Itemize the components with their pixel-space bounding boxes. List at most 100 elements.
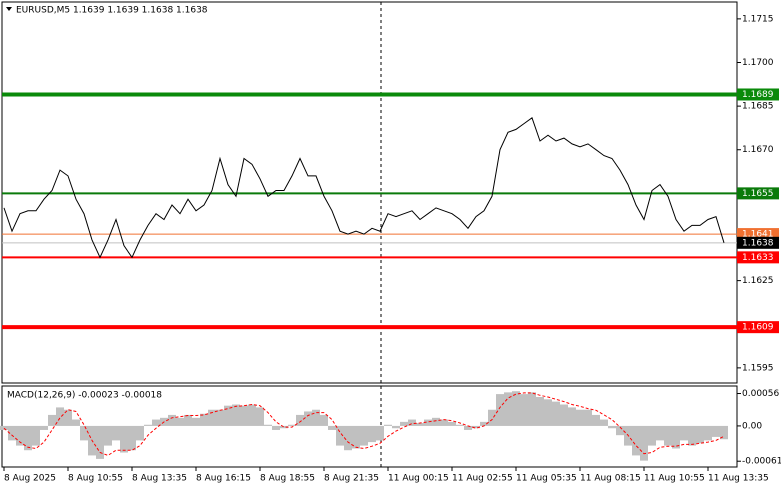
macd-bar	[592, 414, 600, 426]
macd-bar	[168, 414, 176, 426]
macd-bar	[584, 409, 592, 426]
level-label-bg	[737, 187, 779, 200]
chart-title: EURUSD,M5 1.1639 1.1639 1.1638 1.1638	[16, 6, 208, 16]
macd-bar	[400, 421, 408, 426]
x-tick-label: 8 Aug 10:55	[68, 474, 123, 484]
x-tick-label: 11 Aug 02:55	[452, 474, 513, 484]
signal-line	[3, 392, 725, 456]
macd-bar	[480, 421, 488, 426]
macd-bar	[640, 425, 648, 461]
y-tick-label: 1.1685	[742, 102, 774, 112]
macd-bar	[368, 425, 376, 443]
macd-bar	[448, 421, 456, 426]
macd-bar	[424, 419, 432, 426]
y-tick-label: -0.00061	[742, 457, 781, 467]
macd-bar	[432, 417, 440, 426]
macd-bar	[176, 417, 184, 426]
macd-bar	[704, 425, 712, 441]
x-tick-label: 11 Aug 00:15	[388, 474, 449, 484]
last-price-label: 1.1638	[742, 238, 774, 248]
macd-bar	[64, 409, 72, 426]
macd-bar	[72, 419, 80, 426]
macd-bar	[0, 425, 8, 430]
macd-bar	[552, 401, 560, 426]
macd-bar	[608, 425, 616, 429]
macd-bar	[600, 419, 608, 426]
macd-bar	[576, 409, 584, 426]
macd-bar	[328, 425, 336, 430]
macd-bar	[8, 425, 16, 441]
level-label-bg	[737, 88, 779, 101]
level-label-bg	[737, 251, 779, 264]
y-tick-label: 1.1625	[742, 276, 774, 286]
level-label: 1.1655	[742, 189, 774, 199]
x-tick-label: 11 Aug 10:55	[644, 474, 705, 484]
macd-bar	[648, 425, 656, 446]
macd-bar	[344, 425, 352, 451]
macd-bar	[112, 425, 120, 441]
macd-bar	[416, 423, 424, 426]
x-tick-label: 11 Aug 05:35	[516, 474, 577, 484]
x-tick-label: 8 Aug 16:15	[196, 474, 251, 484]
macd-bar	[496, 394, 504, 426]
x-tick-label: 11 Aug 08:15	[580, 474, 641, 484]
macd-bar	[720, 425, 728, 440]
macd-bar	[672, 425, 680, 449]
price-line	[3, 116, 725, 259]
macd-bar	[56, 407, 64, 426]
level-label: 1.1641	[742, 230, 774, 240]
macd-bar	[376, 425, 384, 441]
macd-bar	[520, 394, 528, 426]
macd-bar	[528, 392, 536, 426]
macd-bar	[208, 409, 216, 426]
x-tick-label: 8 Aug 21:35	[324, 474, 379, 484]
macd-bar	[296, 414, 304, 426]
macd-bar	[680, 425, 688, 441]
macd-bar	[104, 425, 112, 446]
macd-bar	[264, 424, 272, 426]
macd-bar	[488, 409, 496, 426]
macd-bar	[536, 396, 544, 426]
macd-bar	[288, 424, 296, 426]
macd-bar	[216, 409, 224, 426]
macd-bar	[240, 405, 248, 426]
macd-bar	[712, 425, 720, 437]
macd-bar	[200, 413, 208, 426]
macd-bar	[560, 404, 568, 426]
y-tick-label: 1.1595	[742, 363, 774, 373]
macd-bar	[384, 424, 392, 426]
level-label-bg	[737, 321, 779, 334]
macd-bar	[304, 411, 312, 426]
level-label: 1.1609	[742, 323, 774, 333]
y-tick-label: 0.00056	[742, 389, 779, 399]
macd-bar	[360, 425, 368, 446]
macd-bar	[24, 425, 32, 451]
macd-bar	[504, 392, 512, 426]
macd-bar	[280, 425, 288, 429]
macd-bar	[256, 407, 264, 426]
macd-bar	[392, 425, 400, 429]
macd-bar	[224, 405, 232, 426]
macd-bar	[440, 419, 448, 426]
y-tick-label: 0.00	[742, 421, 762, 431]
macd-bar	[192, 417, 200, 426]
macd-bar	[184, 414, 192, 426]
macd-bar	[688, 425, 696, 446]
macd-bar	[408, 419, 416, 426]
macd-bar	[568, 407, 576, 426]
macd-bar	[696, 425, 704, 444]
macd-bar	[16, 425, 24, 446]
macd-bar	[512, 391, 520, 426]
macd-bar	[472, 425, 480, 429]
level-label: 1.1689	[742, 90, 774, 100]
macd-bar	[128, 425, 136, 451]
macd-bar	[544, 399, 552, 426]
macd-bar	[136, 425, 144, 441]
macd-bar	[616, 425, 624, 436]
macd-bar	[464, 425, 472, 430]
macd-bar	[32, 425, 40, 446]
macd-bar	[456, 424, 464, 426]
macd-bar	[336, 425, 344, 446]
macd-bar	[144, 424, 152, 426]
